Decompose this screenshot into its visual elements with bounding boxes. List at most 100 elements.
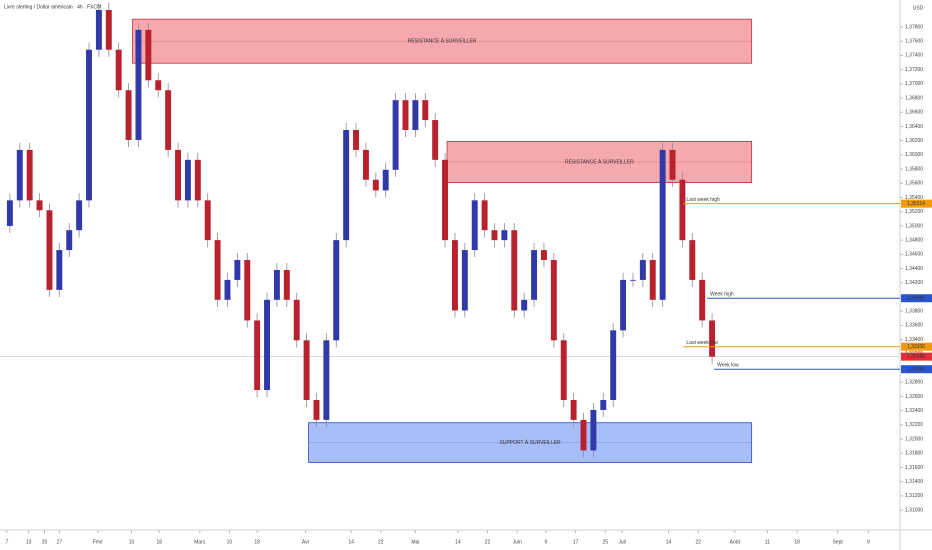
y-tick-label: 1,36000 (905, 152, 923, 158)
candle-body (501, 230, 508, 241)
x-tick-label: 14 (666, 539, 672, 545)
candle-body (491, 230, 498, 241)
candle-body (412, 100, 419, 131)
candle-body (372, 179, 379, 191)
chart-title: Livre sterling / Dollar américain · 4h ·… (4, 4, 101, 10)
candle-body (273, 269, 280, 300)
candle-body (115, 49, 122, 91)
y-tick-label: 1,31000 (905, 507, 923, 513)
candle-body (521, 299, 528, 311)
y-tick-label: 1,36400 (905, 124, 923, 130)
x-tick-label: 17 (573, 539, 579, 545)
candle-body (165, 90, 172, 150)
y-tick-label: 1,32200 (905, 422, 923, 428)
x-tick-label: 9 (867, 539, 870, 545)
candle-body (560, 340, 567, 400)
y-tick-label: 1,31600 (905, 465, 923, 471)
candle-body (36, 200, 43, 211)
candle-body (194, 159, 201, 201)
y-tick-label: 1,35800 (905, 166, 923, 172)
candle-body (26, 149, 33, 201)
zone (446, 140, 753, 183)
candle-body (234, 260, 241, 280)
candle-body (125, 90, 132, 140)
candle-body (461, 250, 468, 311)
candle-body (46, 210, 53, 290)
candle-body (155, 80, 162, 91)
candle-body (254, 320, 261, 391)
x-tick-label: 14 (348, 539, 354, 545)
zone (132, 18, 753, 64)
x-tick-label: 22 (695, 539, 701, 545)
y-tick-label: 1,32800 (905, 380, 923, 386)
x-tick-label: 7 (6, 539, 9, 545)
y-tick-label: 1,35400 (905, 195, 923, 201)
x-tick-label: 18 (254, 539, 260, 545)
price-tag-label: 1,35314 (907, 201, 925, 207)
y-tick-label: 1,34400 (905, 266, 923, 272)
candle-body (56, 250, 63, 290)
candle-body (6, 200, 13, 226)
currency: USD (913, 5, 924, 11)
candle-body (699, 279, 706, 321)
y-tick-label: 1,37400 (905, 53, 923, 59)
candle-body (264, 299, 270, 391)
zone-label: RÉSISTANCE À SURVEILLER (565, 158, 634, 165)
candle-body (76, 200, 83, 231)
candle-body (214, 240, 221, 300)
price-tag-label: 1,32983 (907, 367, 925, 373)
candle-body (313, 399, 320, 420)
price-tag (901, 199, 932, 208)
y-tick-label: 1,34800 (905, 237, 923, 243)
x-tick-label: 9 (545, 539, 548, 545)
x-tick-label: 25 (602, 539, 608, 545)
x-tick-label: Avr (302, 539, 310, 545)
x-tick-label: Févr (93, 539, 103, 545)
candle-body (471, 200, 478, 251)
candle-body (184, 159, 191, 201)
candle-body (531, 250, 538, 300)
y-tick-label: 1,35000 (905, 223, 923, 229)
candle-body (362, 149, 369, 180)
y-tick-label: 1,32600 (905, 394, 923, 400)
x-tick-label: 22 (485, 539, 491, 545)
candle-body (620, 279, 627, 331)
candle-body (382, 169, 389, 191)
candle-body (392, 100, 399, 170)
x-tick-label: 18 (156, 539, 162, 545)
x-tick-label: 20 (42, 539, 48, 545)
candle-body (590, 409, 597, 451)
candle-body (689, 240, 696, 280)
candle-body (105, 9, 112, 50)
candle-body (353, 130, 360, 150)
level-label: Week high (710, 292, 734, 298)
candle-body (16, 149, 23, 201)
candle-body (86, 49, 92, 201)
y-tick-label: 1,33400 (905, 337, 923, 343)
x-tick-label: 13 (26, 539, 32, 545)
candle-body (481, 200, 488, 231)
candle-body (550, 260, 557, 341)
x-tick-label: 10 (129, 539, 135, 545)
candle-body (244, 260, 251, 321)
candle-body (451, 240, 458, 311)
candle-body (145, 29, 152, 81)
y-tick-label: 1,31800 (905, 451, 923, 457)
x-tick-label: Août (730, 539, 741, 545)
x-tick-label: 27 (57, 539, 63, 545)
candle-body (432, 120, 439, 160)
x-tick-label: 14 (455, 539, 461, 545)
candle-body (679, 179, 686, 241)
candle-body (204, 200, 211, 241)
x-tick-label: Sept (833, 539, 844, 545)
candle-body (442, 159, 449, 241)
y-tick-label: 1,31200 (905, 493, 923, 499)
x-tick-label: 22 (378, 539, 384, 545)
candle-body (303, 340, 310, 400)
x-tick-label: 10 (227, 539, 233, 545)
level-label: Week low (717, 363, 739, 369)
candle-body (610, 330, 617, 400)
candle-body (333, 240, 340, 341)
y-tick-label: 1,32000 (905, 436, 923, 442)
price-tag-label: 1,33160 (907, 354, 925, 360)
